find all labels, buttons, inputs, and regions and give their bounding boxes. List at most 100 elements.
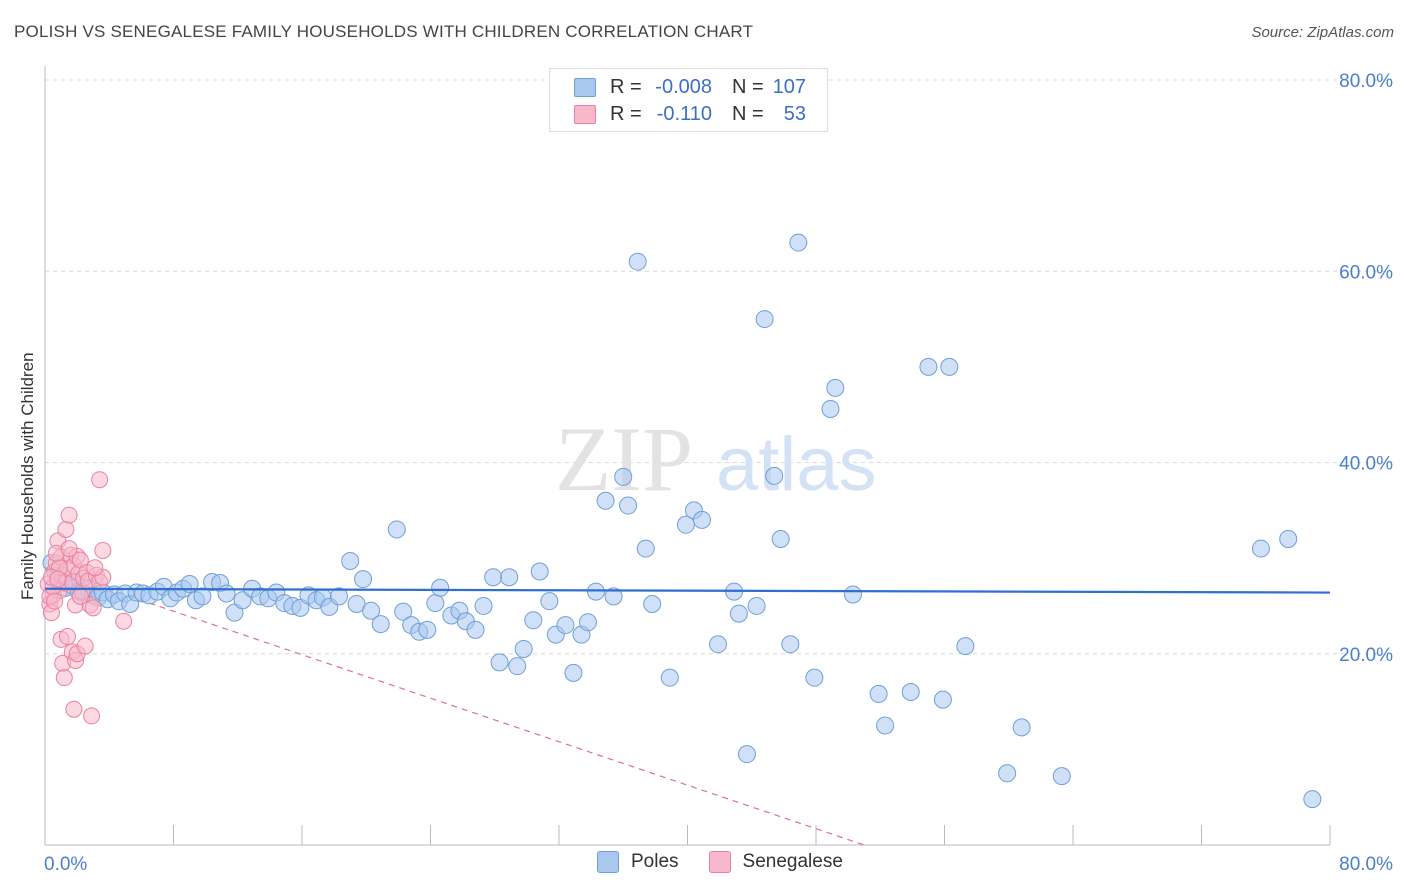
poles-point: [1012, 718, 1031, 737]
senegalese-swatch: [574, 104, 596, 124]
senegalese-point: [58, 628, 76, 646]
poles-point: [466, 620, 485, 639]
y-tick-label: 40.0%: [1339, 454, 1393, 475]
watermark-atlas: atlas: [716, 422, 877, 507]
poles-point: [586, 582, 605, 601]
watermark-zip: ZIP: [555, 408, 693, 510]
poles-point: [709, 635, 728, 654]
senegalese-point: [49, 570, 67, 588]
senegalese-trend: [44, 567, 865, 846]
senegalese-trend-line: [44, 567, 865, 846]
poles-point: [692, 510, 711, 529]
poles-trend: [44, 587, 1331, 594]
senegalese-point: [94, 541, 112, 559]
poles-point: [556, 616, 575, 635]
poles-point: [341, 551, 360, 570]
poles-trend-line: [44, 587, 1331, 594]
poles-point: [394, 602, 413, 621]
y-tick-label: 20.0%: [1339, 645, 1393, 666]
poles-point: [193, 587, 212, 606]
legend-row-poles: R = -0.008 N = 107: [574, 75, 806, 99]
poles-point: [1052, 767, 1071, 786]
x-tick-label: 80.0%: [1339, 854, 1393, 875]
senegalese-r-value: -0.110: [656, 102, 712, 125]
poles-point: [387, 520, 406, 539]
poles-point: [596, 491, 615, 510]
senegalese-point: [46, 592, 64, 610]
legend-row-senegalese: R = -0.110 N = 53: [574, 102, 806, 126]
poles-point: [564, 663, 583, 682]
senegalese-n-label: N =: [732, 102, 764, 125]
poles-point: [614, 467, 633, 486]
poles-point: [508, 657, 527, 676]
poles-point: [771, 530, 790, 548]
poles-point: [789, 233, 808, 252]
poles-point: [619, 496, 638, 515]
source-credit: Source: ZipAtlas.com: [1251, 24, 1394, 41]
poles-point: [1279, 530, 1298, 548]
poles-point: [484, 568, 503, 587]
y-axis-label: Family Households with Children: [18, 352, 37, 600]
poles-point: [1303, 790, 1322, 809]
poles-point: [628, 252, 647, 271]
poles-swatch: [574, 77, 596, 97]
senegalese-legend-swatch: [708, 851, 731, 873]
poles-point: [737, 745, 756, 764]
poles-point: [998, 764, 1017, 783]
poles-point: [329, 587, 348, 606]
senegalese-n-value: 53: [783, 102, 806, 125]
poles-point: [540, 592, 559, 611]
poles-point: [578, 613, 597, 632]
senegalese-point: [55, 669, 73, 687]
poles-point: [729, 604, 748, 623]
poles-points: [42, 233, 1322, 809]
poles-point: [371, 615, 390, 634]
senegalese-legend-label: Senegalese: [742, 851, 843, 872]
poles-point: [869, 684, 888, 703]
poles-point: [805, 668, 824, 687]
series-legend: Poles Senegalese: [597, 851, 873, 873]
poles-r-value: -0.008: [655, 75, 712, 98]
senegalese-point: [76, 637, 94, 655]
poles-point: [933, 690, 952, 709]
poles-point: [660, 668, 679, 687]
poles-point: [474, 596, 493, 615]
poles-n-label: N =: [732, 75, 764, 98]
y-tick-label: 80.0%: [1339, 71, 1393, 92]
senegalese-point: [60, 506, 78, 524]
poles-r-label: R =: [610, 75, 642, 98]
poles-point: [490, 653, 509, 672]
poles-point: [362, 601, 381, 620]
chart-title: POLISH VS SENEGALESE FAMILY HOUSEHOLDS W…: [14, 22, 754, 41]
gridlines: [45, 79, 1392, 655]
poles-point: [354, 570, 373, 589]
y-tick-label: 60.0%: [1339, 262, 1393, 283]
poles-point: [843, 585, 862, 604]
senegalese-point: [71, 587, 89, 605]
poles-point: [530, 562, 549, 581]
poles-point: [418, 620, 437, 639]
poles-point: [604, 587, 623, 606]
axes: [44, 66, 1331, 846]
poles-point: [765, 466, 784, 485]
tick-labels: 20.0% 40.0% 60.0% 80.0% 0.0% 80.0%: [44, 71, 1393, 875]
poles-point: [956, 637, 975, 656]
senegalese-point: [84, 599, 102, 617]
senegalese-point: [65, 700, 83, 718]
poles-point: [514, 639, 533, 658]
senegalese-r-label: R =: [610, 102, 642, 125]
senegalese-point: [83, 707, 101, 725]
legend-item-senegalese: Senegalese: [708, 851, 843, 873]
poles-point: [781, 635, 800, 654]
poles-legend-swatch: [597, 851, 619, 873]
poles-point: [636, 539, 655, 558]
senegalese-point: [60, 540, 78, 558]
poles-point: [1251, 539, 1270, 558]
poles-point: [500, 568, 519, 587]
poles-point: [431, 578, 450, 597]
poles-point: [524, 611, 543, 630]
correlation-legend: R = -0.008 N = 107 R = -0.110 N = 53: [549, 68, 828, 132]
poles-point: [233, 591, 252, 610]
poles-point: [217, 584, 236, 603]
